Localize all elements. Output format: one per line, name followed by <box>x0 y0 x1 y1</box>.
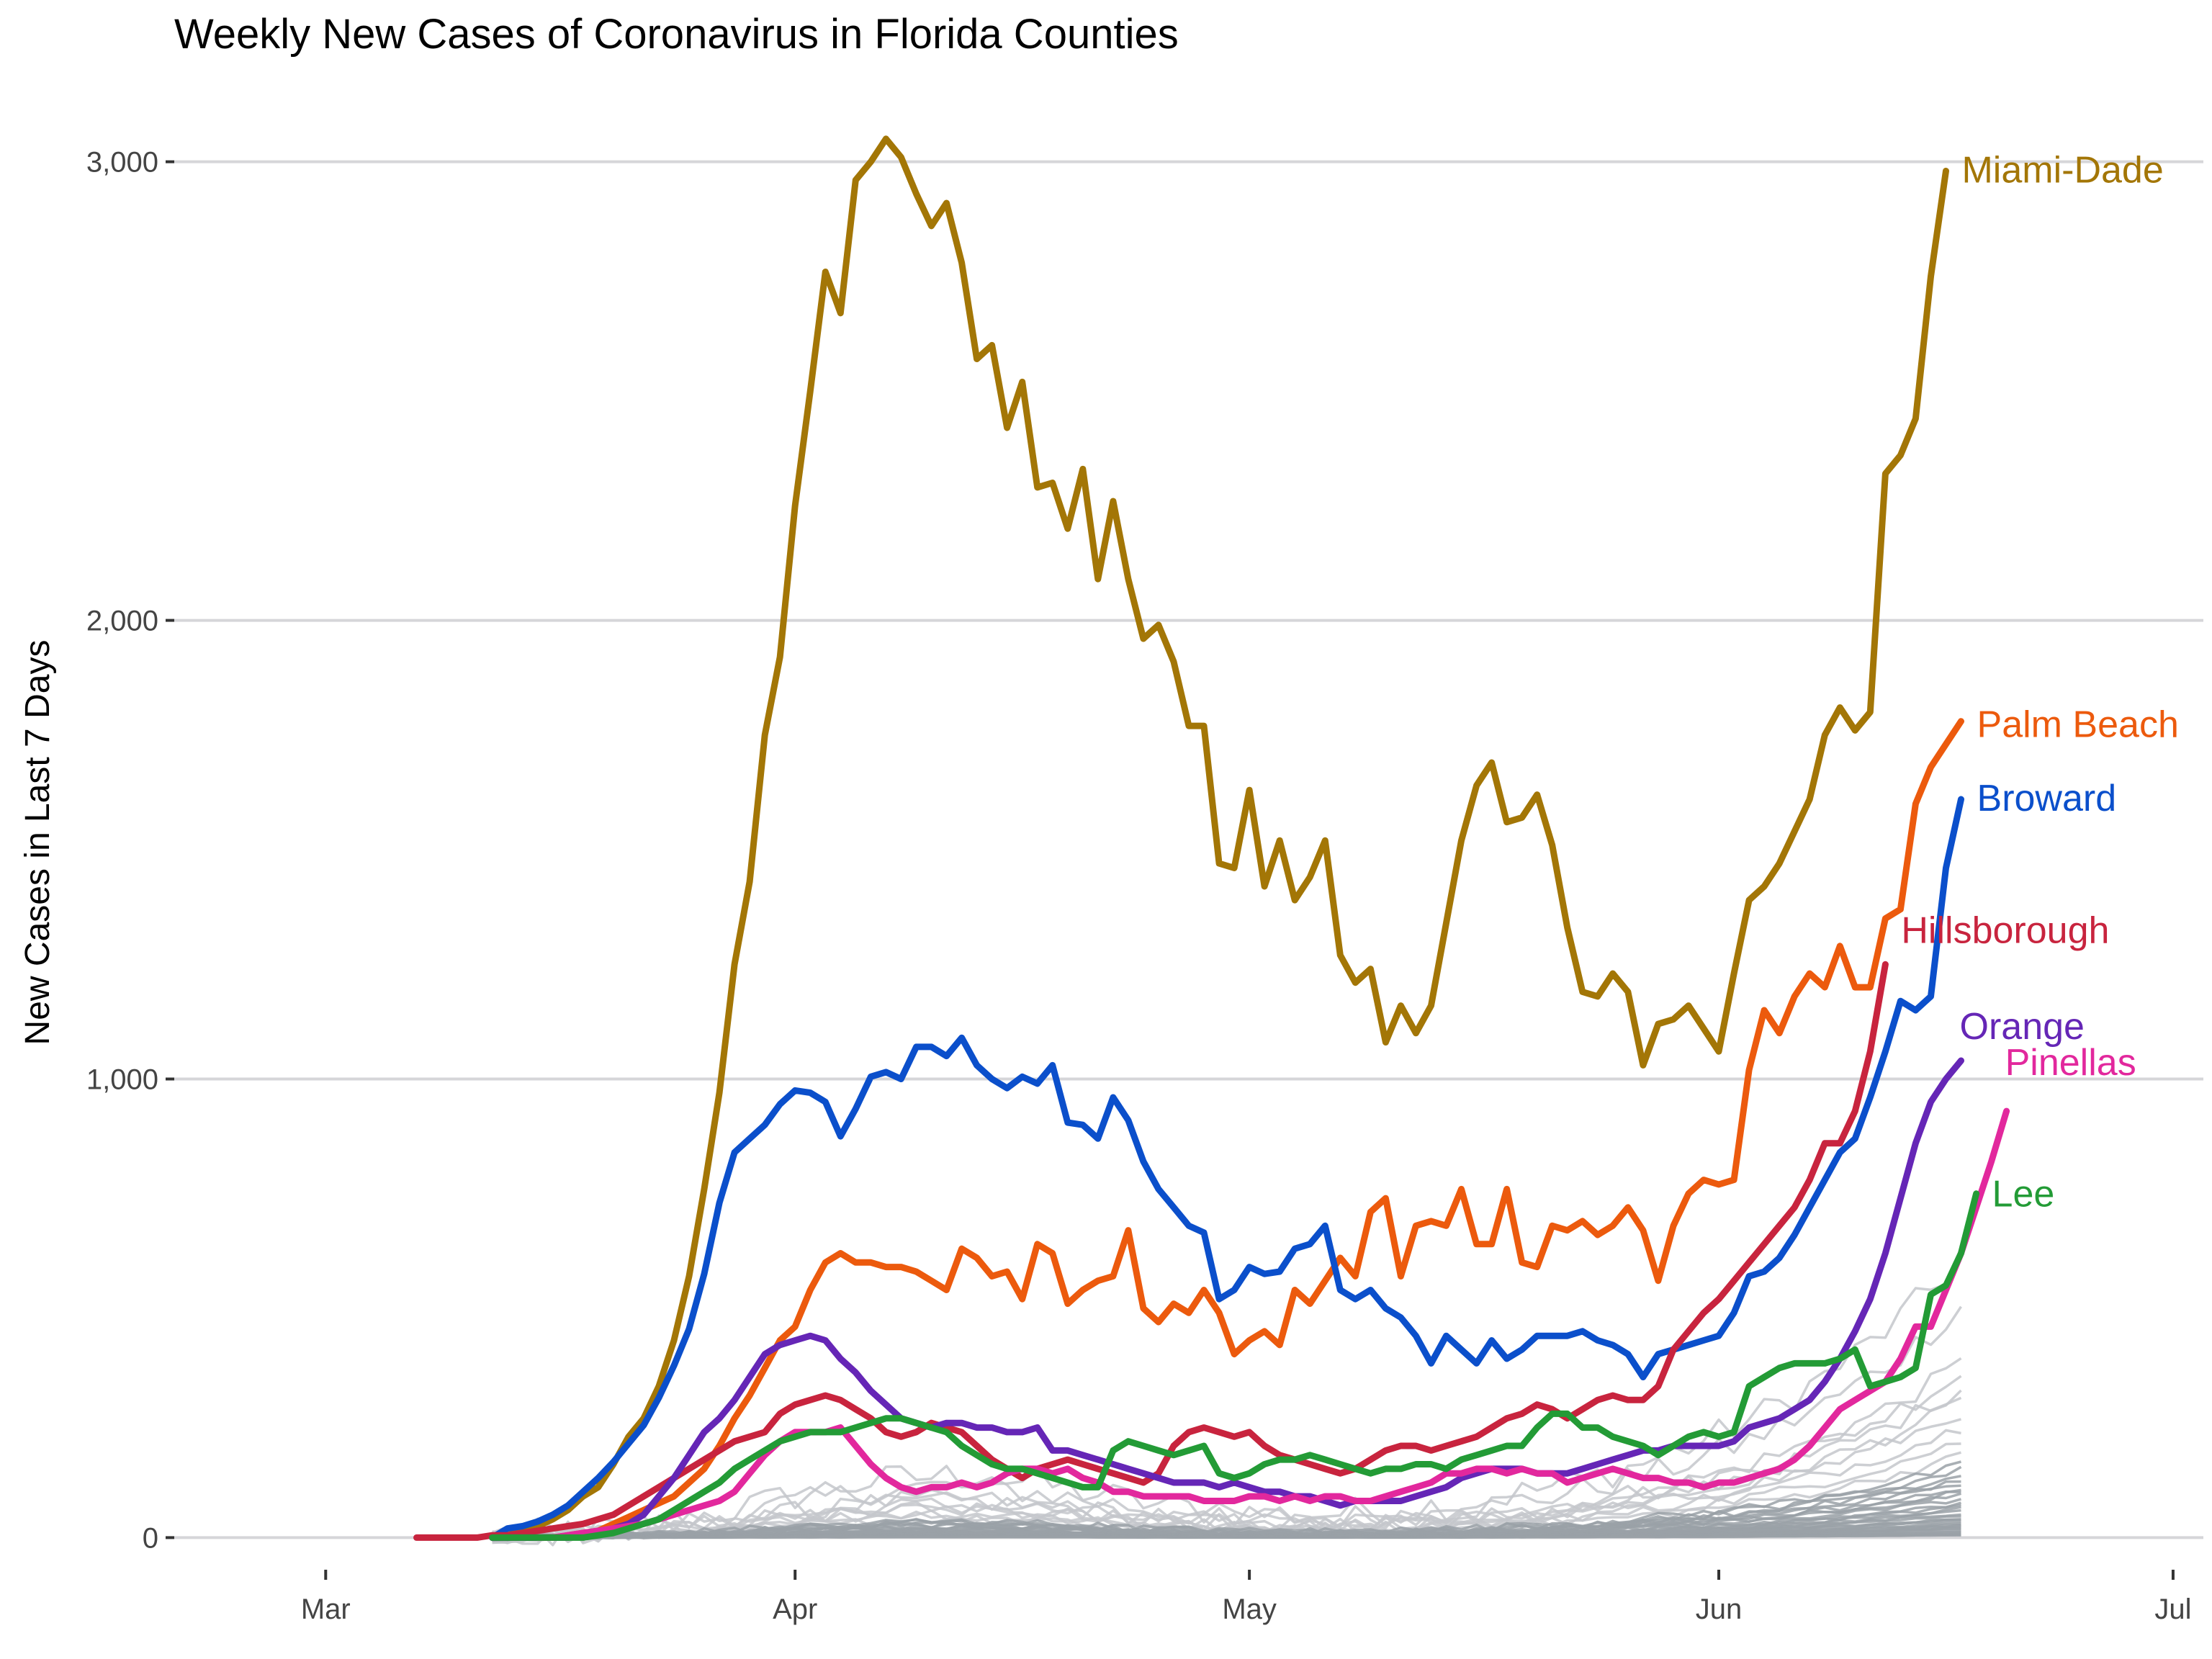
x-tick-label: Apr <box>773 1593 817 1625</box>
y-tick-label: 1,000 <box>86 1064 158 1095</box>
series-line-pinellas <box>534 1107 2010 1541</box>
background-county-line <box>492 1357 1962 1541</box>
series-line-orange <box>489 1057 1964 1541</box>
series-label-hillsborough: Hillsborough <box>1901 909 2109 951</box>
axes: 0 1,000 2,000 3,000 Mar Apr May Jun Jul <box>86 147 2192 1625</box>
series-label-broward: Broward <box>1977 778 2117 819</box>
x-tick-label: Jun <box>1696 1593 1743 1625</box>
x-tick-label: Jul <box>2154 1593 2191 1625</box>
series-line-lee <box>489 1190 1980 1541</box>
chart-title: Weekly New Cases of Coronavirus in Flori… <box>174 11 1179 58</box>
background-county-lines <box>491 1255 1963 1547</box>
x-tick-label: May <box>1222 1593 1277 1625</box>
y-tick-label: 0 <box>143 1522 158 1554</box>
series-label-orange: Orange <box>1960 1006 2085 1048</box>
series-labels: Miami-Dade Palm Beach Broward Hillsborough O… <box>1901 149 2179 1215</box>
series-label-lee: Lee <box>1992 1174 2055 1215</box>
series-label-miami-dade: Miami-Dade <box>1961 149 2163 191</box>
gridlines <box>174 160 2203 1539</box>
x-tick-label: Mar <box>301 1593 351 1625</box>
y-tick-label: 2,000 <box>86 606 158 637</box>
series-line-palm-beach <box>489 718 1964 1541</box>
series-label-pinellas: Pinellas <box>2005 1042 2136 1084</box>
y-tick-label: 3,000 <box>86 147 158 179</box>
series-lines <box>413 135 2010 1541</box>
series-line-miami-dade <box>489 135 1949 1541</box>
series-line-broward <box>489 796 1964 1541</box>
background-county-line <box>492 1534 1961 1539</box>
series-label-palm-beach: Palm Beach <box>1977 704 2179 746</box>
y-axis-title: New Cases in Last 7 Days <box>19 640 57 1046</box>
